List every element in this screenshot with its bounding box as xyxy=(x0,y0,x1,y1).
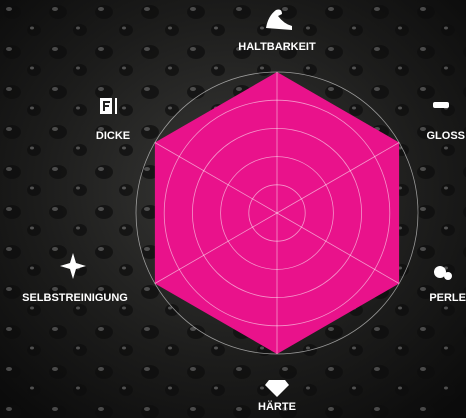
icon-strength xyxy=(266,9,292,30)
axis-label: HALTBARKEIT xyxy=(238,41,316,53)
spoke xyxy=(276,142,400,214)
axis-label: HÄRTE xyxy=(258,400,296,413)
spoke xyxy=(154,212,278,284)
icon-sparkle xyxy=(60,253,86,279)
icon-beads-small xyxy=(444,272,452,280)
spoke xyxy=(276,212,400,284)
icon-diamond xyxy=(265,380,289,397)
axis-label: SELBSTREINIGUNG xyxy=(22,292,128,304)
icon-beads xyxy=(434,266,446,278)
icon-car xyxy=(433,102,449,108)
axis-label: DICKE xyxy=(96,130,130,142)
axis-label: PERLE xyxy=(429,292,466,304)
icon-thickness xyxy=(100,98,117,114)
spoke xyxy=(154,142,278,214)
axis-label: GLOSS xyxy=(426,130,465,142)
icons xyxy=(60,9,452,397)
plot-area xyxy=(135,71,419,355)
